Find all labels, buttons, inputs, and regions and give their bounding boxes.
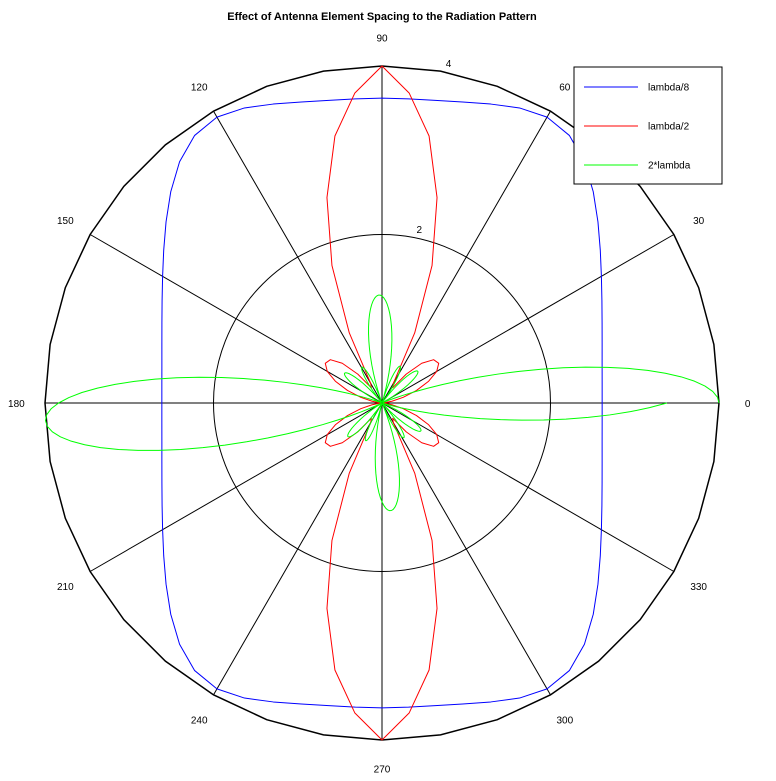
angle-tick-label: 270	[374, 765, 391, 776]
angle-tick-label: 90	[376, 33, 388, 44]
angle-tick-label: 0	[745, 399, 751, 410]
series-line-2	[44, 294, 720, 512]
legend-label: lambda/2	[648, 122, 690, 133]
angle-tick-label: 180	[8, 399, 25, 410]
radial-tick-label: 2	[416, 225, 422, 236]
angle-tick-label: 30	[693, 216, 705, 227]
angle-tick-label: 210	[57, 582, 74, 593]
angle-tick-label: 60	[559, 82, 571, 93]
outer-frame	[44, 65, 720, 741]
legend-label: 2*lambda	[648, 161, 691, 172]
polar-grid	[44, 65, 720, 741]
series-line-0	[161, 97, 603, 709]
angle-tick-label: 120	[191, 82, 208, 93]
grid-ring-2	[213, 234, 551, 572]
angle-tick-label: 150	[57, 216, 74, 227]
angle-tick-label: 240	[191, 716, 208, 727]
radial-tick-label: 4	[446, 59, 452, 70]
angle-tick-label: 300	[556, 716, 573, 727]
legend: lambda/8 lambda/2 2*lambda	[573, 66, 723, 185]
series-layer	[44, 65, 720, 741]
angle-tick-label: 330	[690, 582, 707, 593]
chart-title: Effect of Antenna Element Spacing to the…	[227, 11, 537, 23]
legend-label: lambda/8	[648, 83, 690, 94]
